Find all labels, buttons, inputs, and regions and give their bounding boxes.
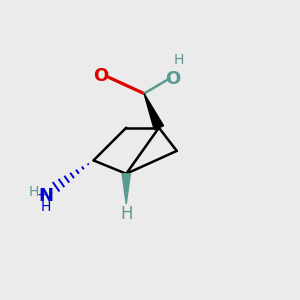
Text: H: H: [174, 53, 184, 67]
Text: –: –: [37, 187, 45, 202]
Polygon shape: [122, 174, 130, 204]
Polygon shape: [144, 94, 164, 130]
Text: H: H: [40, 200, 51, 214]
Text: N: N: [38, 187, 53, 205]
Text: H: H: [121, 205, 133, 223]
Text: O: O: [165, 70, 181, 88]
Text: O: O: [93, 67, 109, 85]
Text: H: H: [28, 185, 39, 199]
